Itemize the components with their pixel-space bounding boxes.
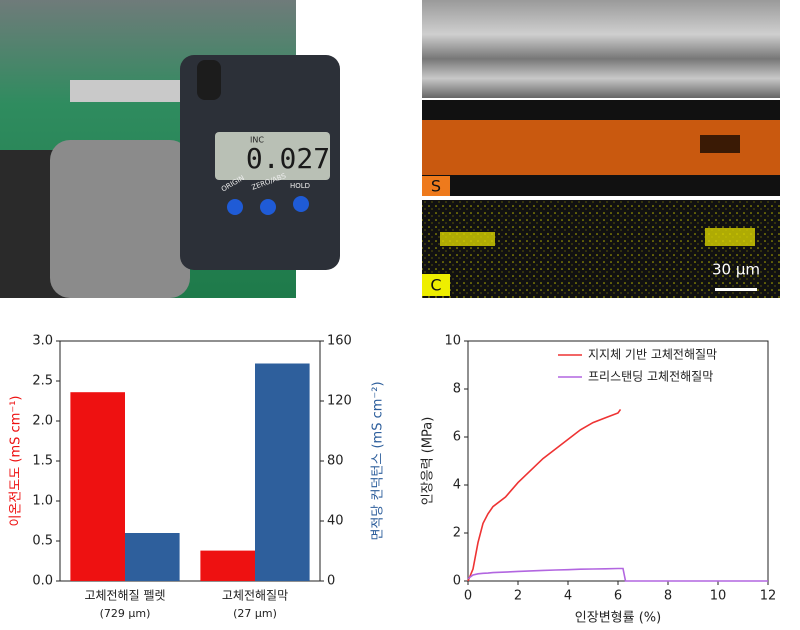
x-tick-sublabel: (729 μm) bbox=[100, 607, 151, 620]
y-tick-label: 0 bbox=[453, 574, 461, 589]
y-axis-label: 인장응력 (MPa) bbox=[421, 417, 436, 506]
x-axis-label: 인장변형률 (%) bbox=[575, 611, 661, 626]
legend-label: 지지체 기반 고체전해질막 bbox=[588, 348, 717, 362]
bar bbox=[255, 363, 310, 581]
bar bbox=[70, 392, 125, 581]
x-tick-label: 6 bbox=[614, 589, 622, 604]
y-tick-label: 2 bbox=[453, 526, 461, 541]
y2-tick-label: 40 bbox=[327, 514, 344, 529]
x-tick-label: 12 bbox=[760, 589, 777, 604]
y2-tick-label: 0 bbox=[327, 574, 335, 589]
y-tick-label: 1.0 bbox=[32, 494, 53, 509]
y-tick-label: 8 bbox=[453, 382, 461, 397]
y-tick-label: 2.0 bbox=[32, 414, 53, 429]
x-tick-label: 고체전해질 펠렛 bbox=[84, 589, 165, 603]
bar bbox=[125, 533, 180, 581]
x-tick-label: 8 bbox=[664, 589, 672, 604]
y2-tick-label: 160 bbox=[327, 334, 352, 349]
y-tick-label: 2.5 bbox=[32, 374, 53, 389]
y2-tick-label: 120 bbox=[327, 394, 352, 409]
y2-tick-label: 80 bbox=[327, 454, 344, 469]
x-tick-label: 고체전해질막 bbox=[222, 589, 288, 603]
lcd-mode: INC bbox=[250, 136, 264, 145]
y-tick-label: 3.0 bbox=[32, 334, 53, 349]
x-tick-label: 10 bbox=[710, 589, 727, 604]
x-tick-label: 0 bbox=[464, 589, 472, 604]
legend-label: 프리스탠딩 고체전해질막 bbox=[588, 370, 713, 384]
x-tick-sublabel: (27 μm) bbox=[233, 607, 277, 620]
y-axis-label: 이온전도도 (mS cm⁻¹) bbox=[9, 395, 24, 526]
y-tick-label: 0.0 bbox=[32, 574, 53, 589]
x-tick-label: 2 bbox=[514, 589, 522, 604]
panel-label: S bbox=[431, 177, 441, 196]
panel-label: C bbox=[430, 276, 441, 295]
y2-axis-label: 면적당 컨덕턴스 (mS cm⁻²) bbox=[371, 381, 386, 540]
button-label: HOLD bbox=[290, 182, 310, 190]
sem-image: S C 30 μm bbox=[422, 0, 780, 298]
bar bbox=[200, 550, 255, 581]
x-tick-label: 4 bbox=[564, 589, 572, 604]
y-tick-label: 6 bbox=[453, 430, 461, 445]
y-tick-label: 0.5 bbox=[32, 534, 53, 549]
micrometer-photo: INC 0.027 ORIGIN ZERO/ABS HOLD bbox=[0, 0, 340, 298]
y-tick-label: 1.5 bbox=[32, 454, 53, 469]
line-series bbox=[467, 567, 768, 582]
y-tick-label: 10 bbox=[444, 334, 461, 349]
scale-bar-label: 30 μm bbox=[712, 261, 760, 279]
line-series bbox=[467, 408, 622, 582]
lcd-reading: 0.027 bbox=[246, 142, 330, 175]
y-tick-label: 4 bbox=[453, 478, 461, 493]
